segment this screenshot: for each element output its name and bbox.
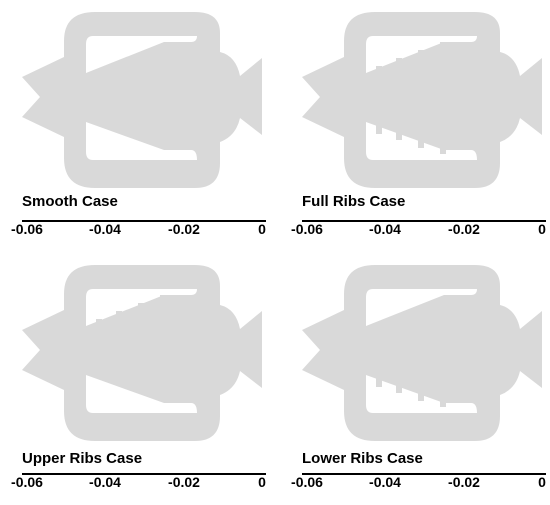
upper-rib [138,303,144,313]
upper-cavity [366,36,477,73]
x-axis-line [302,473,546,475]
case-label: Smooth Case [22,193,118,210]
lower-rib [440,397,446,407]
x-tick-label: -0.04 [369,221,401,237]
upper-rib [116,311,122,321]
upper-rib [160,295,166,305]
upper-cavity [86,289,197,326]
lower-cavity [366,375,477,413]
x-tick-label: -0.02 [168,221,200,237]
geometry-diagram [302,12,542,188]
body-outline [22,265,262,441]
x-tick-label: -0.06 [11,221,43,237]
x-tick-label: 0 [538,474,546,490]
case-label: Lower Ribs Case [302,450,423,467]
upper-rib [418,50,424,60]
lower-rib [396,130,402,140]
geometry-diagram [22,265,262,441]
x-axis-line [22,220,266,222]
upper-cavity [366,289,477,326]
x-tick-label: 0 [258,474,266,490]
x-tick-label: 0 [258,221,266,237]
lower-rib [396,383,402,393]
x-tick-label: -0.06 [11,474,43,490]
x-axis-line [22,473,266,475]
panel-full-ribs-case: Full Ribs Case -0.06 -0.04 -0.02 0 [280,0,550,252]
lower-cavity [366,122,477,160]
x-tick-label: -0.04 [369,474,401,490]
x-tick-label: -0.04 [89,221,121,237]
upper-rib [440,42,446,52]
x-tick-label: -0.02 [448,474,480,490]
body-outline [22,12,262,188]
body-outline [302,265,542,441]
lower-rib [418,391,424,401]
panel-smooth-case: Smooth Case -0.06 -0.04 -0.02 0 [0,0,275,252]
upper-rib [376,66,382,76]
panel-upper-ribs-case: Upper Ribs Case -0.06 -0.04 -0.02 0 [0,253,275,505]
upper-cavity [86,36,197,73]
panel-lower-ribs-case: Lower Ribs Case -0.06 -0.04 -0.02 0 [280,253,550,505]
upper-rib [96,319,102,329]
lower-rib [376,124,382,134]
lower-cavity [86,375,197,413]
x-tick-label: -0.06 [291,474,323,490]
geometry-diagram [22,12,262,188]
geometry-diagram [302,265,542,441]
lower-rib [440,144,446,154]
case-label: Upper Ribs Case [22,450,143,467]
lower-rib [376,377,382,387]
x-axis-line [302,220,546,222]
x-tick-label: -0.04 [89,474,121,490]
lower-cavity [86,122,197,160]
x-tick-label: -0.02 [168,474,200,490]
upper-rib [396,58,402,68]
x-tick-label: -0.06 [291,221,323,237]
x-tick-label: 0 [538,221,546,237]
body-outline [302,12,542,188]
case-label: Full Ribs Case [302,193,406,210]
x-tick-label: -0.02 [448,221,480,237]
lower-rib [418,138,424,148]
